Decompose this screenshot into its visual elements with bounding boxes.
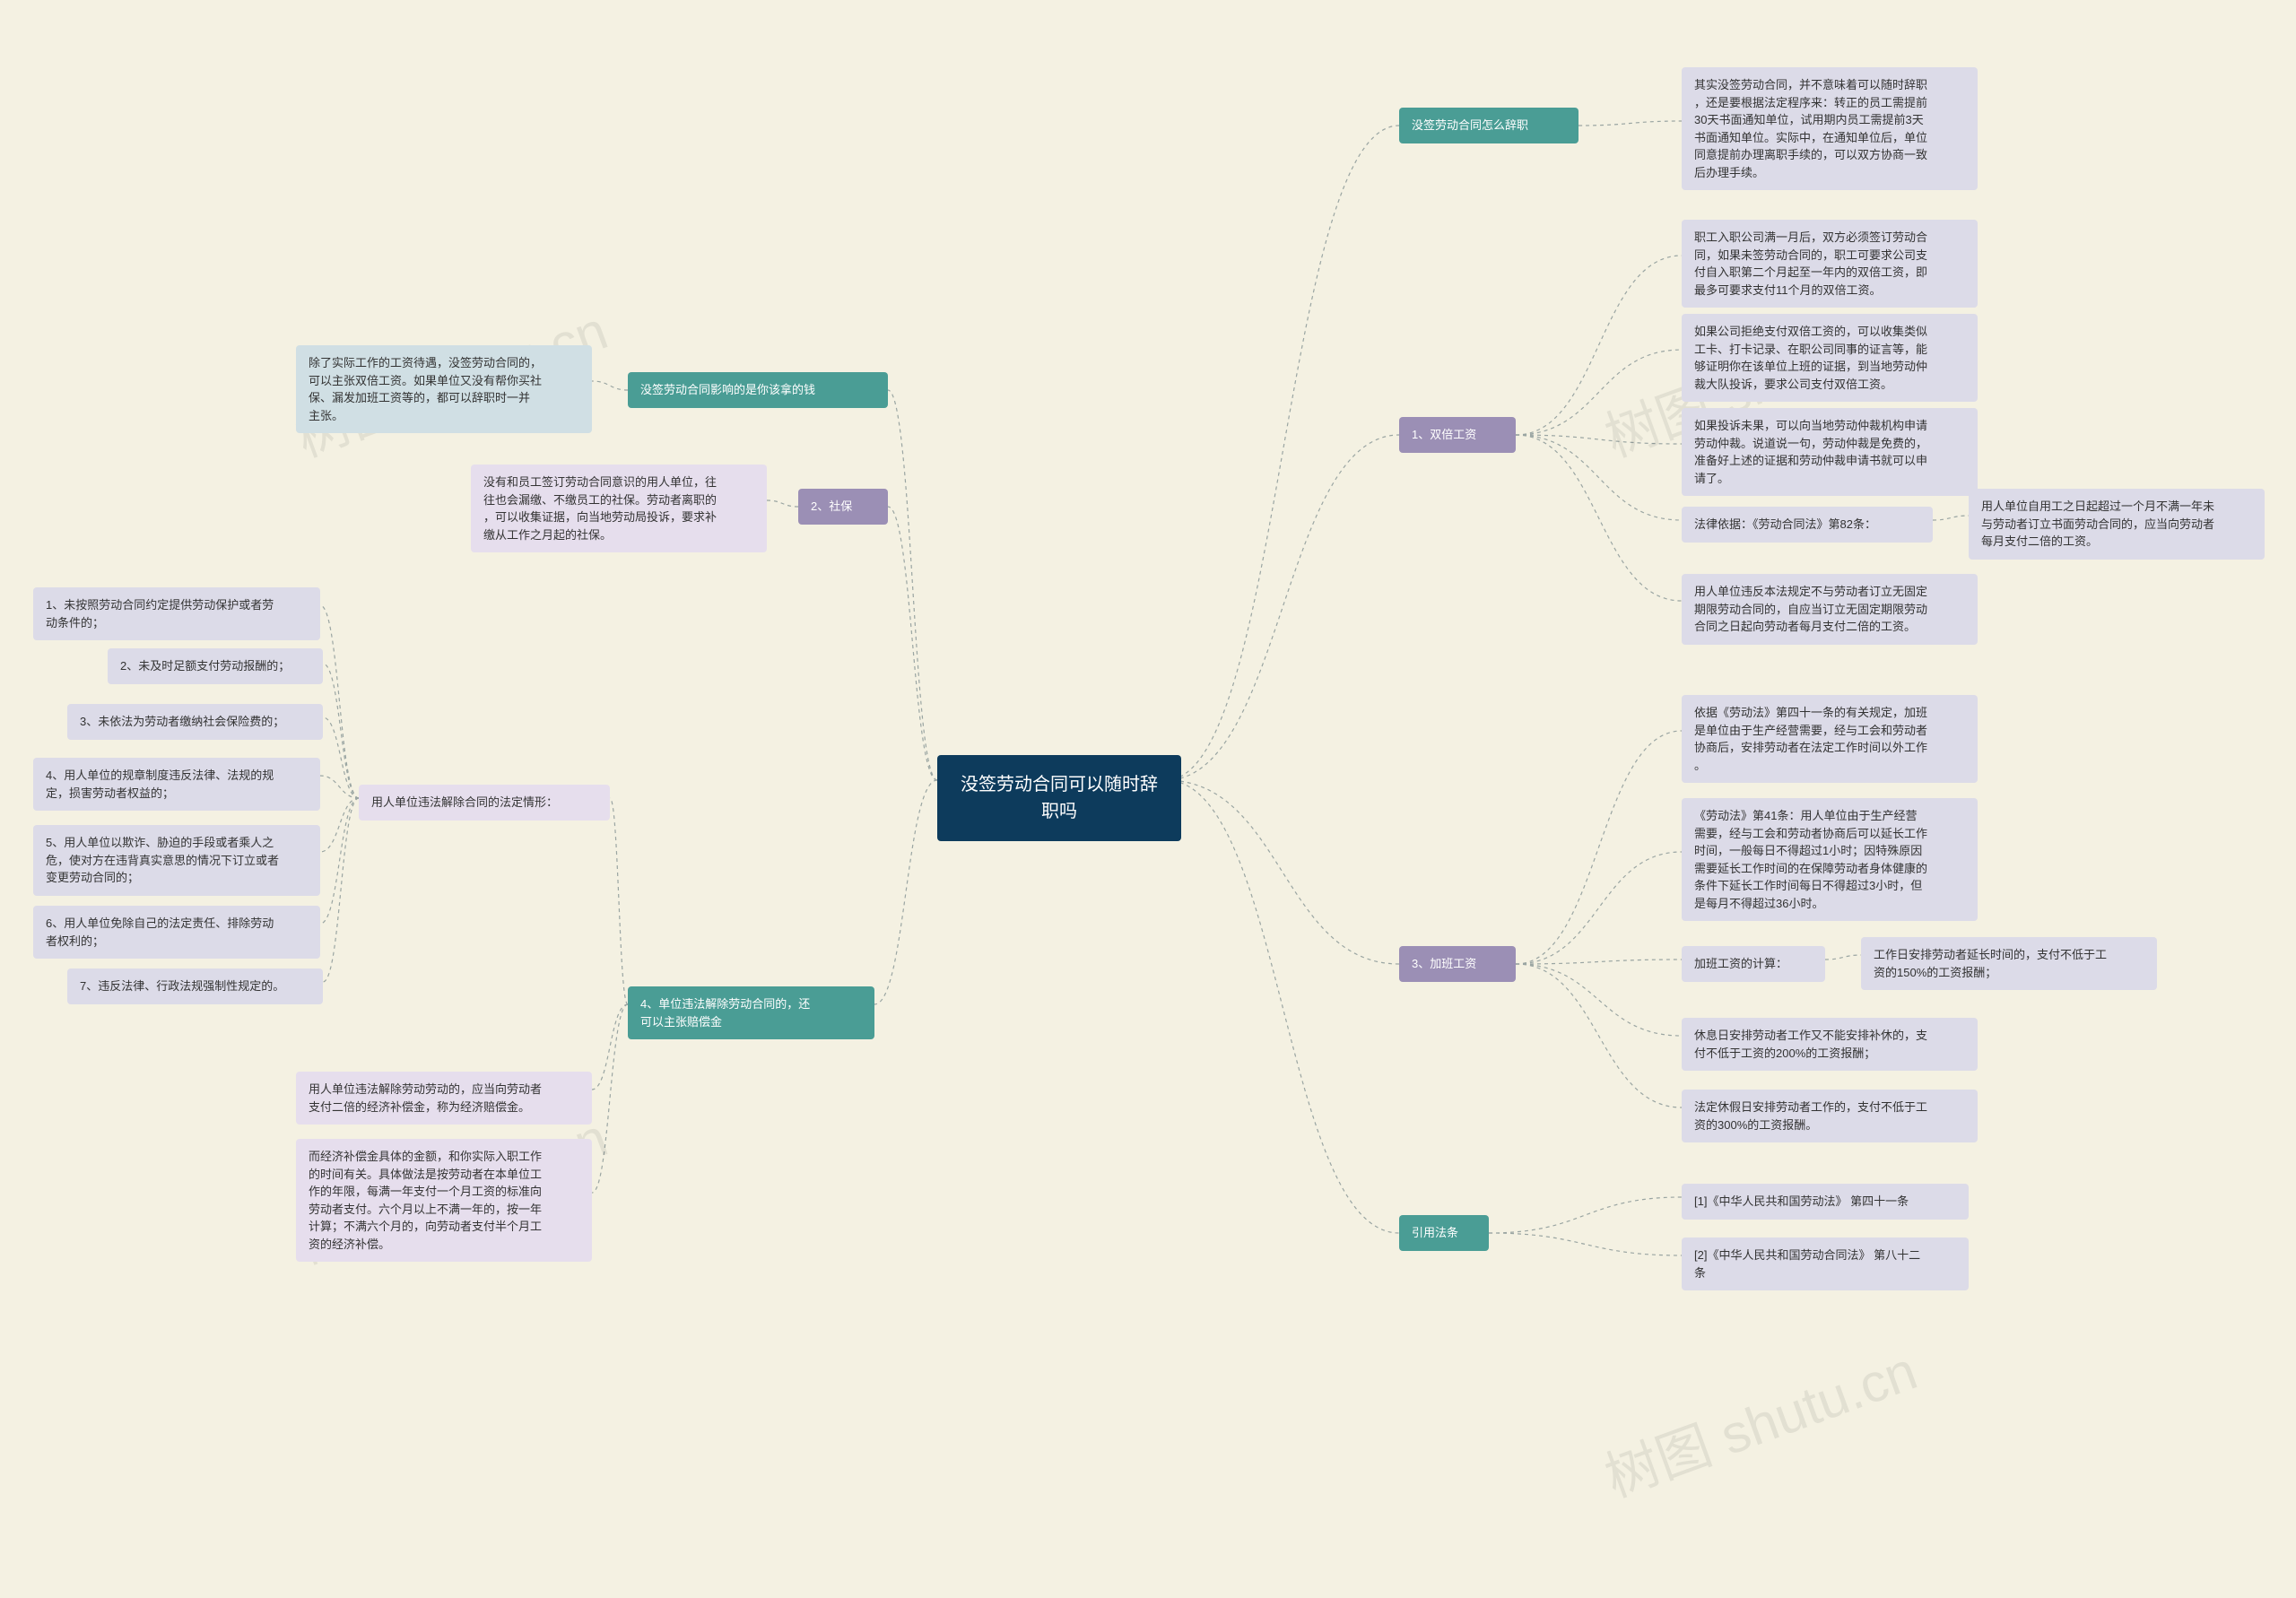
mindmap-node-l1a: 除了实际工作的工资待遇，没签劳动合同的， 可以主张双倍工资。如果单位又没有帮你买…	[296, 345, 592, 433]
mindmap-node-r4: 引用法条	[1399, 1215, 1489, 1251]
mindmap-node-r3b: 《劳动法》第41条：用人单位由于生产经营 需要，经与工会和劳动者协商后可以延长工…	[1682, 798, 1978, 921]
mindmap-node-l1: 没签劳动合同影响的是你该拿的钱	[628, 372, 888, 408]
mindmap-node-r3c1: 工作日安排劳动者延长时间的，支付不低于工 资的150%的工资报酬；	[1861, 937, 2157, 990]
mindmap-node-l3a1: 1、未按照劳动合同约定提供劳动保护或者劳 动条件的；	[33, 587, 320, 640]
mindmap-node-l3a4: 4、用人单位的规章制度违反法律、法规的规 定，损害劳动者权益的；	[33, 758, 320, 811]
mindmap-node-l3c: 而经济补偿金具体的金额，和你实际入职工作 的时间有关。具体做法是按劳动者在本单位…	[296, 1139, 592, 1262]
mindmap-node-r3e: 法定休假日安排劳动者工作的，支付不低于工 资的300%的工资报酬。	[1682, 1090, 1978, 1142]
mindmap-node-l3a7: 7、违反法律、行政法规强制性规定的。	[67, 968, 323, 1004]
mindmap-node-r3a: 依据《劳动法》第四十一条的有关规定，加班 是单位由于生产经营需要，经与工会和劳动…	[1682, 695, 1978, 783]
mindmap-node-r3: 3、加班工资	[1399, 946, 1516, 982]
mindmap-node-r2b: 如果公司拒绝支付双倍工资的，可以收集类似 工卡、打卡记录、在职公司同事的证言等，…	[1682, 314, 1978, 402]
mindmap-node-l3: 4、单位违法解除劳动合同的，还 可以主张赔偿金	[628, 986, 874, 1039]
mindmap-node-l3a3: 3、未依法为劳动者缴纳社会保险费的；	[67, 704, 323, 740]
mindmap-node-r2a: 职工入职公司满一月后，双方必须签订劳动合 同，如果未签劳动合同的，职工可要求公司…	[1682, 220, 1978, 308]
mindmap-node-l3a6: 6、用人单位免除自己的法定责任、排除劳动 者权利的；	[33, 906, 320, 959]
mindmap-node-l2a: 没有和员工签订劳动合同意识的用人单位，往 往也会漏缴、不缴员工的社保。劳动者离职…	[471, 465, 767, 552]
mindmap-node-l3a5: 5、用人单位以欺诈、胁迫的手段或者乘人之 危，使对方在违背真实意思的情况下订立或…	[33, 825, 320, 896]
mindmap-node-r2c: 如果投诉未果，可以向当地劳动仲裁机构申请 劳动仲裁。说道说一句，劳动仲裁是免费的…	[1682, 408, 1978, 496]
mindmap-node-r1: 没签劳动合同怎么辞职	[1399, 108, 1578, 143]
mindmap-node-l3a: 用人单位违法解除合同的法定情形：	[359, 785, 610, 821]
center-node: 没签劳动合同可以随时辞 职吗	[937, 755, 1181, 841]
mindmap-node-r2d1: 用人单位自用工之日起超过一个月不满一年未 与劳动者订立书面劳动合同的，应当向劳动…	[1969, 489, 2265, 560]
mindmap-node-r2d: 法律依据：《劳动合同法》第82条：	[1682, 507, 1933, 543]
mindmap-node-r2e: 用人单位违反本法规定不与劳动者订立无固定 期限劳动合同的，自应当订立无固定期限劳…	[1682, 574, 1978, 645]
watermark: 树图 shutu.cn	[1593, 1327, 1926, 1512]
mindmap-node-r1a: 其实没签劳动合同，并不意味着可以随时辞职 ，还是要根据法定程序来：转正的员工需提…	[1682, 67, 1978, 190]
mindmap-node-r2: 1、双倍工资	[1399, 417, 1516, 453]
mindmap-node-l3a2: 2、未及时足额支付劳动报酬的；	[108, 648, 323, 684]
mindmap-node-r3d: 休息日安排劳动者工作又不能安排补休的，支 付不低于工资的200%的工资报酬；	[1682, 1018, 1978, 1071]
mindmap-node-r3c: 加班工资的计算：	[1682, 946, 1825, 982]
mindmap-node-l2: 2、社保	[798, 489, 888, 525]
mindmap-node-r4a: [1]《中华人民共和国劳动法》 第四十一条	[1682, 1184, 1969, 1220]
mindmap-node-r4b: [2]《中华人民共和国劳动合同法》 第八十二 条	[1682, 1238, 1969, 1290]
mindmap-node-l3b: 用人单位违法解除劳动劳动的，应当向劳动者 支付二倍的经济补偿金，称为经济赔偿金。	[296, 1072, 592, 1125]
